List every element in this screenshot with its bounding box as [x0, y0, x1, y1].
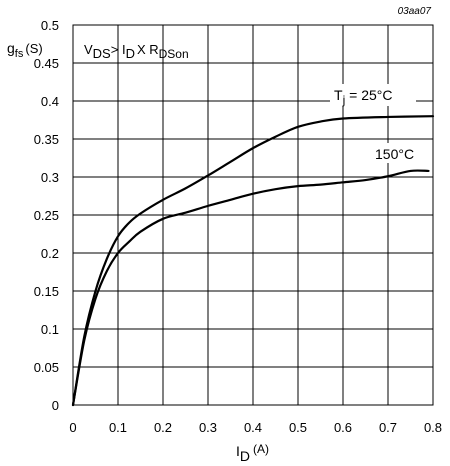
- condition-times: X R: [137, 42, 159, 57]
- x-tick-label: 0.7: [379, 420, 397, 435]
- y-tick-label: 0.1: [41, 322, 59, 337]
- y-tick-label: 0.15: [34, 284, 59, 299]
- x-tick-label: 0.8: [424, 420, 442, 435]
- x-tick-label: 0.4: [244, 420, 262, 435]
- condition-i-sub: D: [126, 46, 135, 61]
- series-line-25c: [71, 115, 435, 407]
- series-label-25c-bg: [330, 84, 416, 106]
- y-tick-label: 0.5: [41, 18, 59, 33]
- series-label-150c-bg: [372, 143, 420, 163]
- series-label-25c: Tj = 25°C: [334, 87, 392, 107]
- y-tick-label: 0.3: [41, 170, 59, 185]
- x-axis-label-main: I: [236, 443, 240, 459]
- y-tick-label: 0.05: [34, 360, 59, 375]
- series-layer: [71, 115, 435, 407]
- y-axis-label-unit: (S): [25, 41, 42, 56]
- figure-reference: 03aa07: [398, 6, 432, 17]
- y-tick-label: 0: [52, 398, 59, 413]
- plot-frame: [72, 24, 434, 406]
- series-label-150c-unit: °C: [398, 146, 414, 162]
- y-axis-label-main: g: [7, 40, 15, 56]
- series-line-150c: [71, 169, 430, 407]
- condition-relation: > I: [111, 42, 126, 57]
- x-axis-label-sub: D: [240, 448, 250, 464]
- condition-v: V: [84, 42, 93, 57]
- y-tick-label: 0.4: [41, 94, 59, 109]
- series-label-25c-main: T: [334, 87, 343, 103]
- series-label-25c-unit: °C: [377, 87, 393, 103]
- y-tick-label: 0.2: [41, 246, 59, 261]
- x-tick-label: 0.1: [109, 420, 127, 435]
- condition-r-sub: DSon: [159, 47, 189, 61]
- y-tick-label: 0.45: [34, 56, 59, 71]
- x-tick-label: 0: [69, 420, 76, 435]
- condition-label: VDS> ID X RDSon: [84, 42, 189, 61]
- x-axis-label-unit: (A): [253, 442, 269, 456]
- y-tick-label: 0.35: [34, 132, 59, 147]
- series-label-150c-value: 150: [375, 146, 399, 162]
- x-tick-label: 0.3: [199, 420, 217, 435]
- series-label-25c-value: = 25: [345, 87, 377, 103]
- y-tick-label: 0.25: [34, 208, 59, 223]
- series-label-25c-sub: j: [342, 93, 346, 107]
- x-tick-label: 0.2: [154, 420, 172, 435]
- x-tick-labels: 0 0.1 0.2 0.3 0.4 0.5 0.6 0.7 0.8: [69, 420, 442, 435]
- condition-v-sub: DS: [93, 46, 111, 61]
- y-tick-labels: 0 0.05 0.1 0.15 0.2 0.25 0.3 0.35 0.4 0.45 0.5: [34, 18, 59, 413]
- series-label-150c: 150°C: [375, 146, 414, 162]
- x-tick-label: 0.5: [289, 420, 307, 435]
- y-axis-label: gfs (S): [7, 40, 43, 60]
- y-axis-label-sub: fs: [15, 48, 24, 60]
- x-axis-label: ID (A): [236, 442, 269, 464]
- x-tick-label: 0.6: [334, 420, 352, 435]
